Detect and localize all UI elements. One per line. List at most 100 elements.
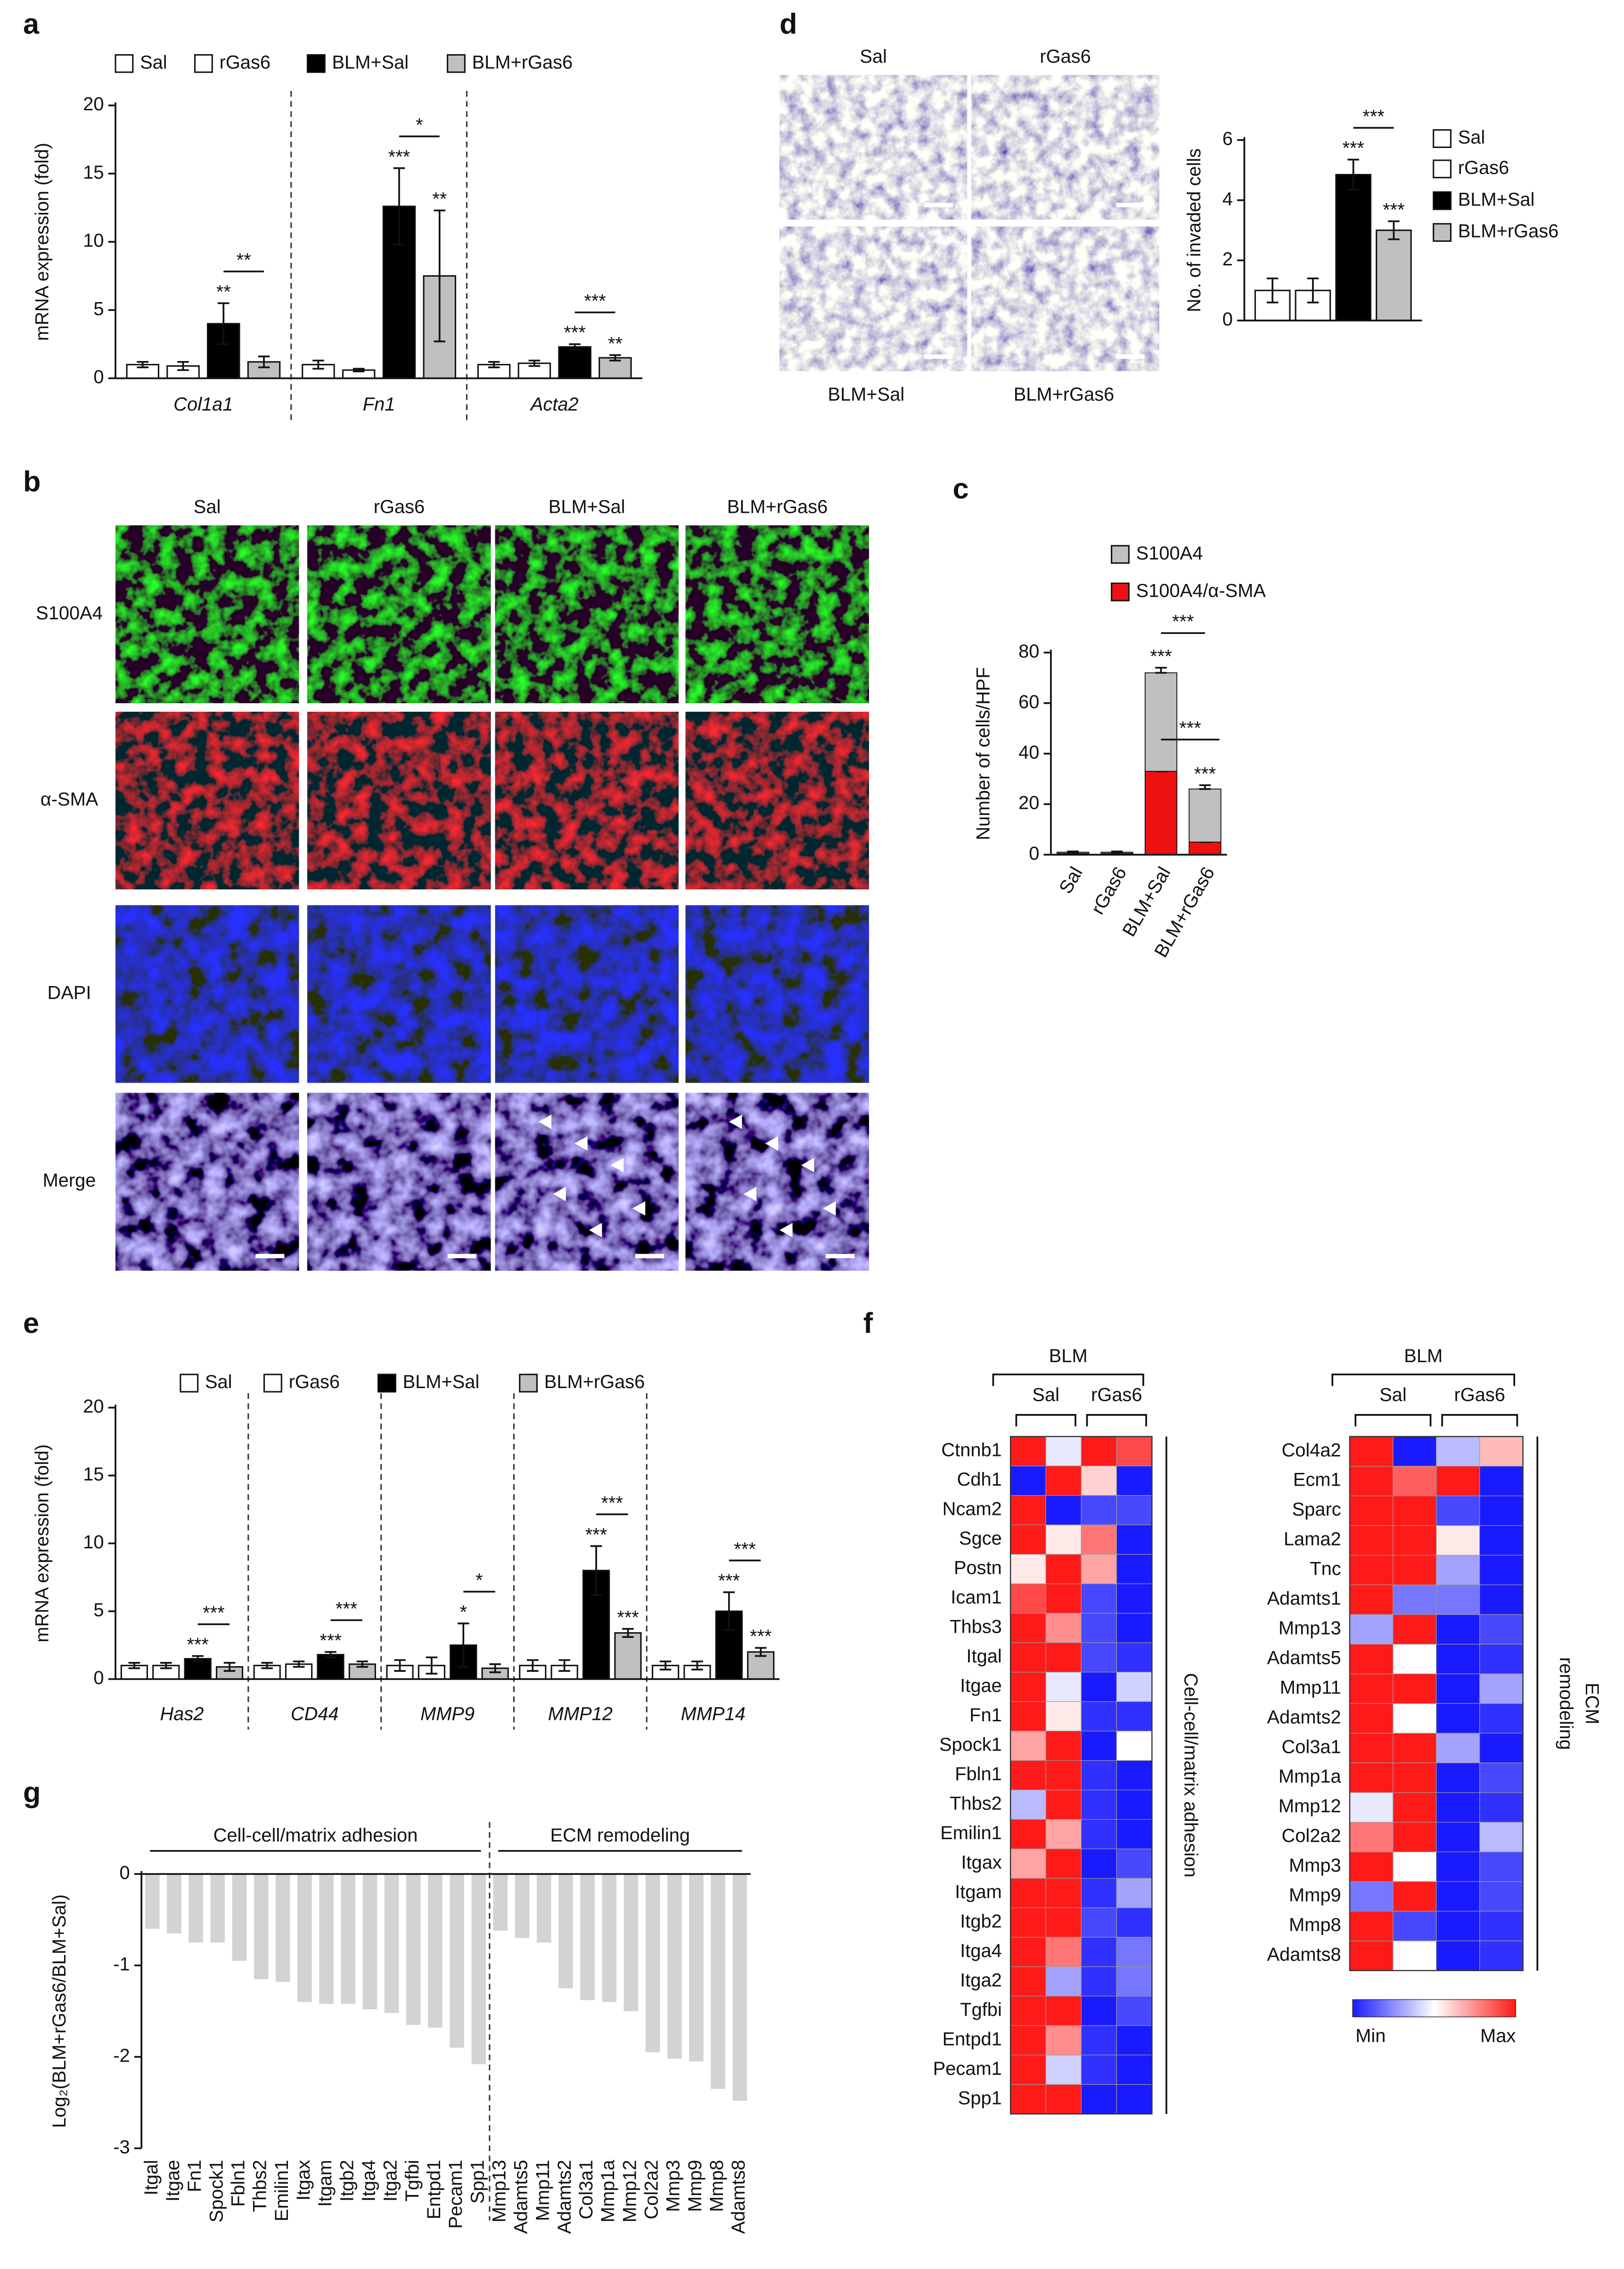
heatmap-cell bbox=[1436, 1733, 1480, 1763]
significance: ** bbox=[216, 281, 231, 302]
x-tick-label: Fn1 bbox=[184, 2160, 205, 2192]
significance: *** bbox=[320, 1630, 341, 1651]
bar bbox=[711, 1874, 725, 2089]
row-label: Mmp11 bbox=[1280, 1677, 1341, 1698]
image-label: BLM+rGas6 bbox=[1014, 384, 1115, 405]
bar bbox=[471, 1874, 486, 2064]
heatmap-cell bbox=[1045, 1849, 1082, 1879]
y-tick-label: 40 bbox=[1018, 742, 1039, 763]
x-tick-label: Mmp8 bbox=[706, 2160, 727, 2212]
arrowhead bbox=[729, 1114, 742, 1129]
heatmap-cell bbox=[1393, 1911, 1437, 1941]
significance: *** bbox=[1342, 138, 1364, 159]
x-tick-label: Mmp13 bbox=[489, 2160, 509, 2222]
error-bar bbox=[489, 1663, 501, 1673]
heatmap-cell bbox=[1393, 1733, 1437, 1763]
x-tick-label: Itgax bbox=[293, 2160, 314, 2200]
x-tick-label: MMP12 bbox=[548, 1703, 613, 1724]
heatmap-cell bbox=[1116, 1642, 1152, 1673]
heatmap-cell bbox=[1010, 2084, 1046, 2114]
bar bbox=[689, 1874, 704, 2062]
heatmap-cell bbox=[1116, 1790, 1152, 1820]
heatmap-cell bbox=[1116, 1937, 1152, 1967]
heatmap-cell bbox=[1436, 1703, 1480, 1734]
heatmap-cell bbox=[1116, 1554, 1152, 1584]
heatmap-cell bbox=[1045, 1495, 1082, 1525]
x-tick-label: Pecam1 bbox=[445, 2160, 466, 2228]
column-label: Sal bbox=[194, 497, 221, 518]
heatmap-cell bbox=[1349, 1436, 1394, 1467]
bar bbox=[515, 1874, 530, 1938]
significance: ** bbox=[432, 189, 447, 210]
heatmap-cell bbox=[1010, 1701, 1046, 1732]
heatmap-cell bbox=[1045, 1907, 1082, 1938]
row-label: Itga4 bbox=[960, 1940, 1002, 1961]
error-bar bbox=[261, 1662, 273, 1669]
heatmap-cell bbox=[1010, 1790, 1046, 1820]
heatmap-cell bbox=[1081, 1790, 1117, 1820]
row-label: Adamts8 bbox=[1267, 1944, 1341, 1965]
heatmap-cell bbox=[1081, 1436, 1117, 1466]
row-label: Entpd1 bbox=[943, 2029, 1002, 2049]
bar bbox=[210, 1874, 225, 1943]
x-tick-label: Itga4 bbox=[358, 2160, 379, 2202]
heatmap-cell bbox=[1116, 1996, 1152, 2026]
y-tick-label: 20 bbox=[1018, 793, 1039, 814]
heatmap-cell bbox=[1436, 1881, 1480, 1912]
bar-segment bbox=[1144, 672, 1178, 772]
heatmap-cell bbox=[1436, 1436, 1480, 1467]
heatmap-cell bbox=[1479, 1554, 1524, 1586]
panel-letter: d bbox=[779, 8, 797, 40]
error-bar bbox=[622, 1628, 634, 1638]
header-label: BLM bbox=[1404, 1346, 1443, 1366]
significance: *** bbox=[564, 322, 585, 343]
micrograph-tile bbox=[685, 1093, 869, 1271]
heatmap-cell bbox=[1010, 1524, 1046, 1555]
image-label: BLM+Sal bbox=[828, 384, 905, 405]
y-tick-label: 5 bbox=[93, 1600, 104, 1620]
row-label: Lama2 bbox=[1284, 1529, 1341, 1550]
panel-letter: a bbox=[23, 8, 40, 40]
micrograph-tile bbox=[779, 226, 968, 371]
row-label: Adamts1 bbox=[1267, 1588, 1341, 1609]
heatmap-cell bbox=[1479, 1851, 1524, 1882]
micrograph-tile bbox=[495, 525, 679, 703]
y-tick-label: -1 bbox=[113, 1954, 130, 1974]
bar bbox=[297, 1874, 312, 2002]
legend-swatch bbox=[1433, 159, 1452, 179]
y-tick-label: 10 bbox=[83, 1532, 104, 1553]
image-label: Sal bbox=[860, 46, 887, 67]
heatmap-cell bbox=[1010, 1937, 1046, 1967]
bar bbox=[558, 346, 591, 379]
heatmap-cell bbox=[1081, 1642, 1117, 1673]
micrograph-tile bbox=[685, 712, 869, 889]
heatmap-cell bbox=[1436, 1554, 1480, 1586]
heatmap-cell bbox=[1081, 1465, 1117, 1496]
heatmap-cell bbox=[1436, 1911, 1480, 1941]
heatmap-cell bbox=[1436, 1940, 1480, 1971]
row-label: Sparc bbox=[1292, 1499, 1341, 1520]
x-tick-label: Tgfbi bbox=[402, 2160, 423, 2202]
heatmap-cell bbox=[1479, 1792, 1524, 1823]
heatmap-cell bbox=[1479, 1584, 1524, 1615]
heatmap-cell bbox=[1393, 1792, 1437, 1823]
heatmap-cell bbox=[1010, 1760, 1046, 1791]
group-label: Sal bbox=[1032, 1385, 1059, 1406]
x-tick-label: Mmp12 bbox=[619, 2160, 640, 2222]
legend-swatch bbox=[1433, 191, 1452, 210]
arrowhead bbox=[610, 1158, 624, 1173]
error-bar bbox=[223, 1662, 236, 1672]
x-tick-label: Entpd1 bbox=[424, 2160, 444, 2219]
significance: ** bbox=[608, 333, 623, 354]
heatmap-cell bbox=[1436, 1644, 1480, 1674]
y-tick-label: 80 bbox=[1018, 641, 1039, 662]
y-tick-label: 4 bbox=[1222, 189, 1233, 209]
group-label: rGas6 bbox=[1091, 1385, 1142, 1406]
heatmap-cell bbox=[1393, 1584, 1437, 1615]
image-label: rGas6 bbox=[1040, 46, 1091, 67]
heatmap-cell bbox=[1010, 1878, 1046, 1908]
heatmap-cell bbox=[1010, 1966, 1046, 1997]
bar bbox=[623, 1874, 639, 2011]
heatmap-cell bbox=[1393, 1822, 1437, 1852]
